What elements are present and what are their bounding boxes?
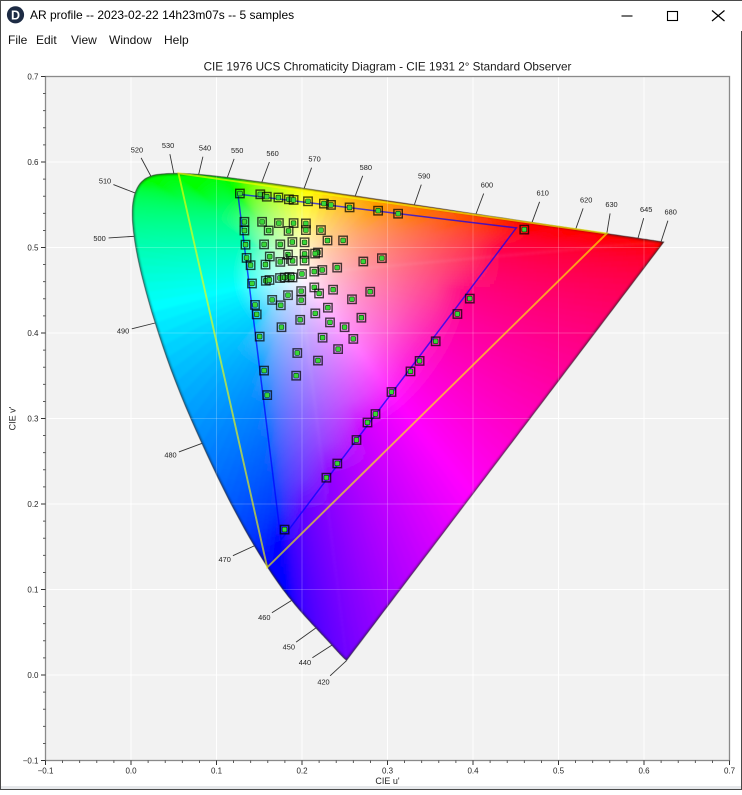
svg-text:0.5: 0.5 [27, 243, 39, 252]
svg-text:620: 620 [580, 195, 592, 204]
svg-text:0.1: 0.1 [27, 585, 39, 594]
svg-text:0.3: 0.3 [27, 414, 39, 423]
svg-text:0.7: 0.7 [724, 767, 736, 776]
svg-text:420: 420 [317, 677, 329, 686]
svg-text:−0.1: −0.1 [23, 756, 39, 765]
svg-text:0.0: 0.0 [27, 671, 39, 680]
svg-text:510: 510 [99, 177, 111, 186]
svg-text:645: 645 [640, 205, 652, 214]
svg-text:0.4: 0.4 [467, 767, 479, 776]
svg-text:0.4: 0.4 [27, 329, 39, 338]
svg-text:600: 600 [481, 181, 493, 190]
svg-text:0.6: 0.6 [638, 767, 650, 776]
svg-text:530: 530 [162, 141, 174, 150]
svg-text:500: 500 [93, 234, 105, 243]
svg-text:0.2: 0.2 [296, 767, 308, 776]
svg-text:460: 460 [258, 613, 270, 622]
svg-text:490: 490 [117, 326, 129, 335]
svg-text:590: 590 [418, 172, 430, 181]
svg-text:480: 480 [164, 450, 176, 459]
svg-text:450: 450 [283, 643, 295, 652]
svg-text:520: 520 [131, 145, 143, 154]
svg-text:0.3: 0.3 [382, 767, 394, 776]
svg-text:440: 440 [299, 658, 311, 667]
svg-text:0.0: 0.0 [125, 767, 137, 776]
svg-text:0.1: 0.1 [211, 767, 223, 776]
svg-text:0.2: 0.2 [27, 500, 39, 509]
svg-text:570: 570 [308, 155, 320, 164]
svg-text:550: 550 [231, 146, 243, 155]
svg-text:0.7: 0.7 [27, 72, 39, 81]
svg-text:CIE v': CIE v' [8, 406, 18, 430]
svg-text:630: 630 [605, 200, 617, 209]
svg-text:540: 540 [199, 143, 211, 152]
svg-text:CIE 1976 UCS Chromaticity Diag: CIE 1976 UCS Chromaticity Diagram - CIE … [204, 61, 572, 74]
svg-text:470: 470 [219, 555, 231, 564]
svg-text:610: 610 [537, 189, 549, 198]
svg-text:0.5: 0.5 [553, 767, 565, 776]
svg-text:680: 680 [665, 208, 677, 217]
svg-text:560: 560 [266, 149, 278, 158]
svg-text:580: 580 [360, 163, 372, 172]
svg-text:0.6: 0.6 [27, 158, 39, 167]
svg-text:−0.1: −0.1 [38, 767, 54, 776]
svg-text:D: D [11, 8, 20, 22]
svg-text:CIE u': CIE u' [375, 776, 400, 786]
